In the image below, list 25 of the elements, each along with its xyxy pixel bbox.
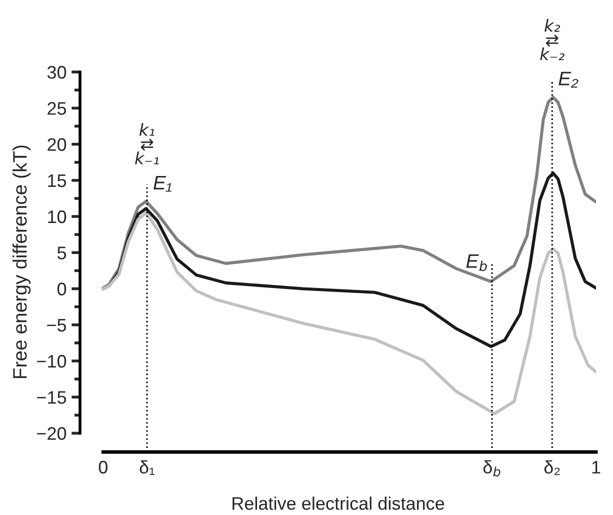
y-tick-label: −10 <box>37 354 66 368</box>
x-tick-label: δ$_{b}$ <box>483 460 500 476</box>
annotation: k₁ ⇄ k₋₁ <box>135 123 159 164</box>
x-tick-label: δ₂ <box>544 460 560 475</box>
y-tick-label: 5 <box>57 246 66 260</box>
x-tick-label: 0 <box>98 460 108 474</box>
y-tick-label: −15 <box>37 391 66 404</box>
x-tick-label: 1 <box>592 460 600 474</box>
y-tick-label: 25 <box>48 102 66 115</box>
ref-line-label: E₂ <box>558 72 578 88</box>
ref-line-label: E₁ <box>154 176 172 192</box>
x-tick-label: δ₁ <box>140 460 155 475</box>
line-series <box>102 96 596 290</box>
y-tick-label: 30 <box>47 66 66 79</box>
y-tick-label: −5 <box>47 318 66 332</box>
y-tick-label: 20 <box>48 138 66 151</box>
line-series <box>102 211 596 416</box>
y-axis-title: Free energy difference (kT) <box>12 146 31 378</box>
x-axis-title: Relative electrical distance <box>232 496 444 510</box>
text: k₂ ⇄ k₋₂ <box>540 18 564 60</box>
y-tick-label: −20 <box>37 427 66 440</box>
ref-line-label: E$_{b}$ <box>466 254 487 272</box>
y-tick-label: 0 <box>57 282 66 296</box>
y-tick-label: 15 <box>48 174 66 188</box>
y-tick-label: 10 <box>48 210 66 224</box>
